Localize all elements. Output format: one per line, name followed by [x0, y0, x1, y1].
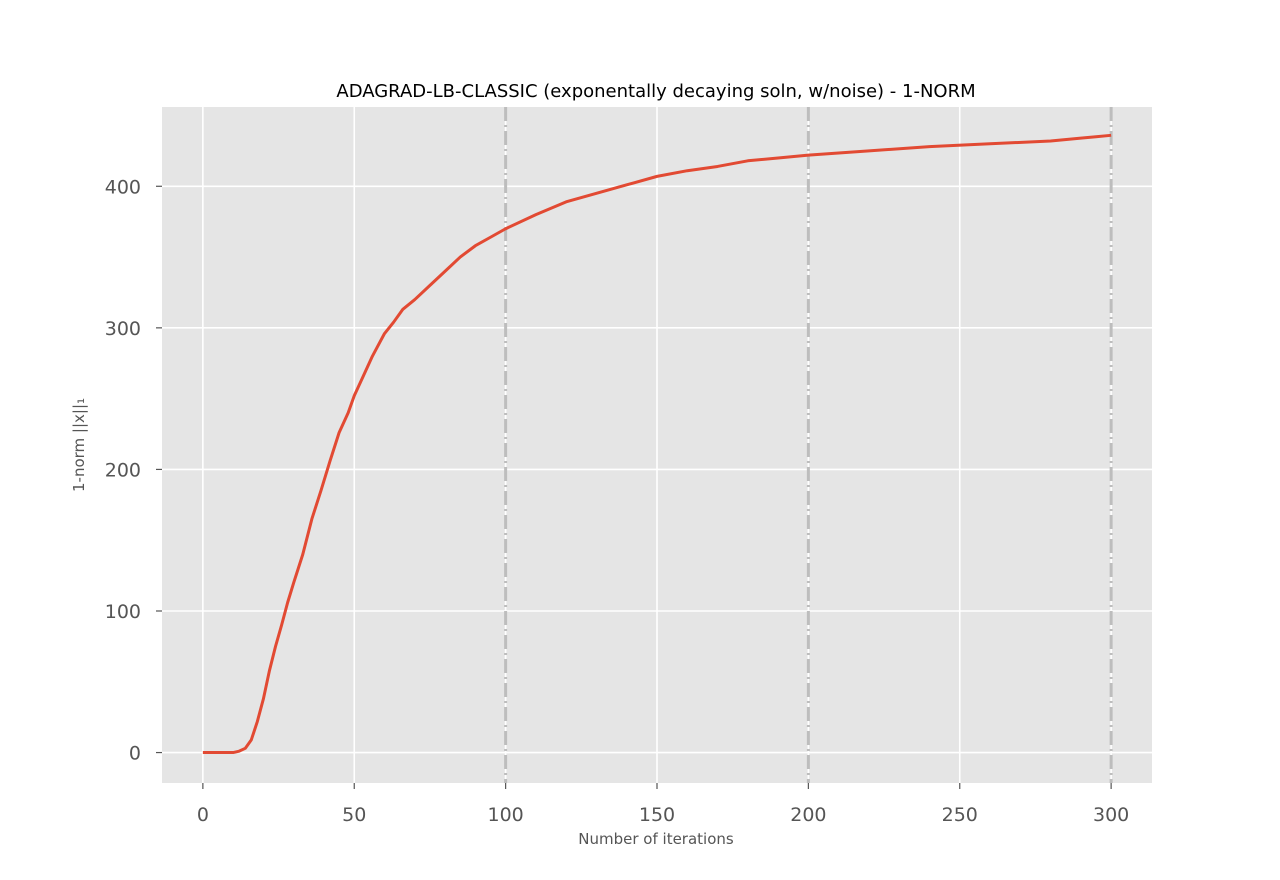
x-tick-label: 300 — [1093, 804, 1129, 826]
tick-labels: 0 50 100 150 200 250 300 0 100 200 300 400 — [105, 176, 1130, 826]
y-tick-label: 200 — [105, 459, 141, 481]
y-tick-label: 100 — [105, 601, 141, 623]
grid-lines — [156, 107, 1152, 789]
y-tick-label: 0 — [129, 743, 141, 765]
x-tick-label: 150 — [639, 804, 675, 826]
x-tick-label: 0 — [197, 804, 209, 826]
x-tick-label: 250 — [942, 804, 978, 826]
y-tick-label: 400 — [105, 176, 141, 198]
reference-vlines — [504, 107, 1113, 783]
y-tick-label: 300 — [105, 318, 141, 340]
series-line — [202, 133, 1112, 755]
chart-title: ADAGRAD-LB-CLASSIC (exponentally decayin… — [336, 81, 975, 102]
series-layer — [202, 133, 1112, 755]
x-tick-label: 200 — [790, 804, 826, 826]
y-axis-label: 1-norm ||x||₁ — [70, 398, 88, 492]
x-tick-label: 50 — [342, 804, 366, 826]
x-tick-label: 100 — [487, 804, 523, 826]
x-axis-label: Number of iterations — [578, 830, 734, 848]
